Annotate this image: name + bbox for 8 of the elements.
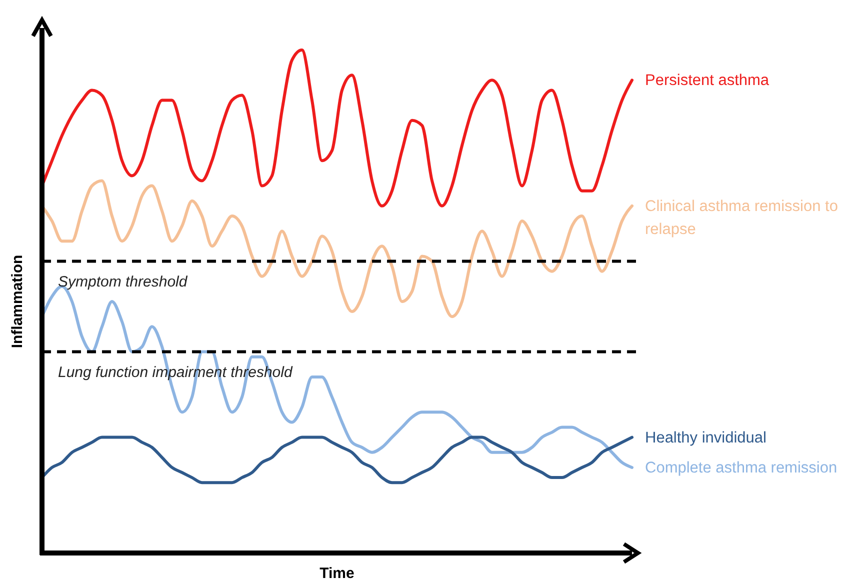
ref-line-label: Lung function impairment threshold [58, 364, 293, 381]
series-label: Clinical asthma remission to relapse [645, 198, 838, 238]
ref-line-label: Symptom threshold [58, 273, 188, 290]
x-axis-title: Time [320, 565, 354, 581]
series-label: Complete asthma remission [645, 459, 838, 476]
y-axis-title: Inflammation [9, 254, 26, 348]
series-label: Healthy invididual [645, 429, 766, 446]
series-label: Persistent asthma [645, 72, 770, 90]
